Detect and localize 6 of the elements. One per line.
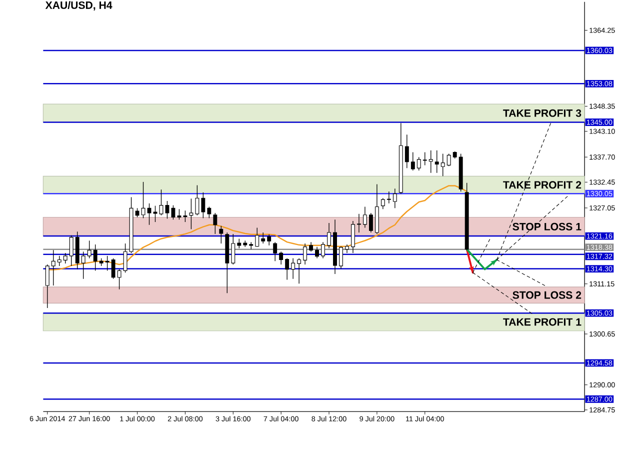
- band-label: STOP LOSS 1: [512, 222, 582, 230]
- band-label: TAKE PROFIT 1: [503, 318, 582, 326]
- band-label: STOP LOSS 2: [512, 291, 582, 299]
- band-label: TAKE PROFIT 2: [503, 181, 582, 189]
- chart-title: XAU/USD, H4: [45, 1, 112, 11]
- band-label: TAKE PROFIT 3: [503, 109, 582, 117]
